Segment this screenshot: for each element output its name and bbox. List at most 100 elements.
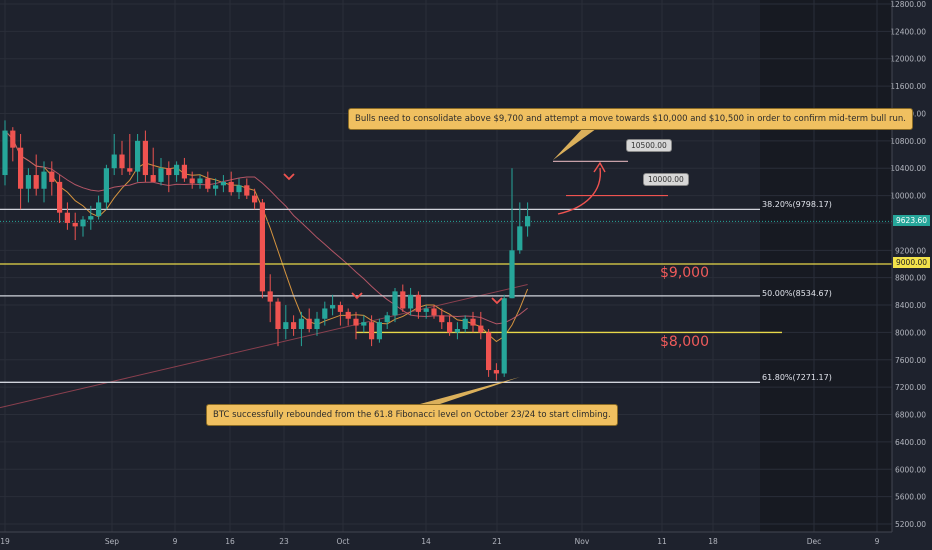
level-8000-label: $8,000 bbox=[660, 334, 709, 350]
candle-body bbox=[283, 322, 289, 329]
projection-arrowhead bbox=[593, 161, 606, 173]
candle-body bbox=[25, 175, 31, 189]
candle-body bbox=[470, 318, 476, 326]
candle-body bbox=[314, 318, 320, 329]
candle-body bbox=[119, 154, 125, 169]
bulls-annotation: Bulls need to consolidate above $9,700 a… bbox=[348, 108, 913, 130]
y-tick-label: 9200.00 bbox=[895, 246, 926, 255]
candle-body bbox=[41, 171, 47, 189]
candle-body bbox=[150, 175, 156, 182]
candle-body bbox=[228, 181, 234, 193]
fib-382-label: 38.20%(9798.17) bbox=[762, 200, 832, 209]
x-tick-label: 21 bbox=[492, 537, 502, 546]
candle-body bbox=[174, 164, 180, 176]
candle-body bbox=[18, 147, 24, 189]
rebound-callout-pointer bbox=[420, 377, 520, 404]
target-10000-tag: 10000.00 bbox=[643, 173, 689, 186]
candle-body bbox=[501, 298, 507, 374]
candle-body bbox=[517, 226, 523, 251]
candle-body bbox=[337, 305, 343, 312]
y-tick-label: 10400.00 bbox=[890, 164, 926, 173]
candle-body bbox=[127, 168, 133, 172]
candle-body bbox=[103, 168, 109, 203]
candle-body bbox=[252, 195, 258, 203]
candle-body bbox=[369, 322, 375, 340]
candle-body bbox=[330, 305, 336, 309]
moving-average-line bbox=[4, 130, 529, 343]
candle-body bbox=[189, 178, 195, 184]
y-tick-label: 5600.00 bbox=[895, 493, 926, 502]
bulls-callout-pointer bbox=[553, 126, 600, 160]
candle-body bbox=[57, 181, 63, 213]
y-tick-label: 8800.00 bbox=[895, 274, 926, 283]
x-tick-label: 16 bbox=[225, 537, 235, 546]
fib-618-label: 61.80%(7271.17) bbox=[762, 373, 832, 382]
candle-body bbox=[236, 185, 242, 193]
candle-body bbox=[135, 140, 141, 172]
candle-body bbox=[384, 315, 390, 323]
chevron-down-icon bbox=[351, 292, 363, 300]
price-9000-badge: 9000.00 bbox=[893, 257, 931, 268]
chevron-down-icon bbox=[491, 297, 503, 305]
levels bbox=[0, 208, 892, 383]
candle-body bbox=[486, 332, 492, 371]
candle-body bbox=[462, 318, 468, 329]
x-tick-label: 23 bbox=[279, 537, 289, 546]
candle-body bbox=[415, 294, 421, 312]
fib-500-label: 50.00%(8534.67) bbox=[762, 289, 832, 298]
candle-body bbox=[447, 322, 453, 333]
x-tick-label: 18 bbox=[708, 537, 718, 546]
x-tick-label: 9 bbox=[173, 537, 178, 546]
candle-body bbox=[454, 329, 460, 333]
candle-body bbox=[88, 216, 94, 220]
candle-body bbox=[392, 291, 398, 316]
y-tick-label: 10800.00 bbox=[890, 137, 926, 146]
x-tick-label: Dec bbox=[807, 537, 822, 546]
x-tick-label: 9 bbox=[875, 537, 880, 546]
y-tick-label: 5200.00 bbox=[895, 520, 926, 529]
grid bbox=[0, 0, 892, 532]
y-tick-label: 8000.00 bbox=[895, 328, 926, 337]
x-tick-label: Oct bbox=[337, 537, 350, 546]
y-tick-label: 8400.00 bbox=[895, 301, 926, 310]
future-zone bbox=[760, 0, 892, 532]
target-10500-tag: 10500.00 bbox=[626, 139, 672, 152]
y-tick-label: 6400.00 bbox=[895, 438, 926, 447]
candle-body bbox=[306, 318, 312, 329]
y-tick-label: 10000.00 bbox=[890, 192, 926, 201]
candle-body bbox=[244, 185, 250, 196]
candle-body bbox=[158, 168, 164, 182]
candle-body bbox=[322, 308, 328, 319]
candle-body bbox=[213, 185, 219, 189]
x-tick-label: Sep bbox=[105, 537, 119, 546]
y-tick-label: 7200.00 bbox=[895, 383, 926, 392]
candles bbox=[2, 120, 531, 381]
candle-body bbox=[80, 219, 86, 227]
candle-body bbox=[478, 325, 484, 333]
decorations bbox=[283, 126, 668, 404]
candle-body bbox=[10, 130, 16, 148]
x-tick-label: 11 bbox=[657, 537, 667, 546]
candle-body bbox=[345, 311, 351, 319]
candle-body bbox=[72, 222, 78, 227]
candle-body bbox=[431, 308, 437, 316]
candle-body bbox=[291, 322, 297, 329]
candle-body bbox=[33, 175, 39, 189]
y-tick-label: 12000.00 bbox=[890, 55, 926, 64]
candle-body bbox=[298, 318, 304, 329]
candle-body bbox=[509, 250, 515, 299]
y-tick-label: 6000.00 bbox=[895, 465, 926, 474]
candle-body bbox=[267, 291, 273, 302]
candle-body bbox=[423, 308, 429, 312]
candle-body bbox=[181, 164, 187, 179]
candle-body bbox=[439, 315, 445, 323]
candle-body bbox=[376, 322, 382, 340]
candle-body bbox=[2, 130, 8, 176]
y-tick-label: 12800.00 bbox=[890, 0, 926, 9]
candle-body bbox=[259, 202, 265, 292]
long-ma-line bbox=[0, 284, 528, 409]
candle-body bbox=[49, 171, 55, 182]
level-9000-label: $9,000 bbox=[660, 265, 709, 281]
candle-body bbox=[166, 168, 172, 176]
